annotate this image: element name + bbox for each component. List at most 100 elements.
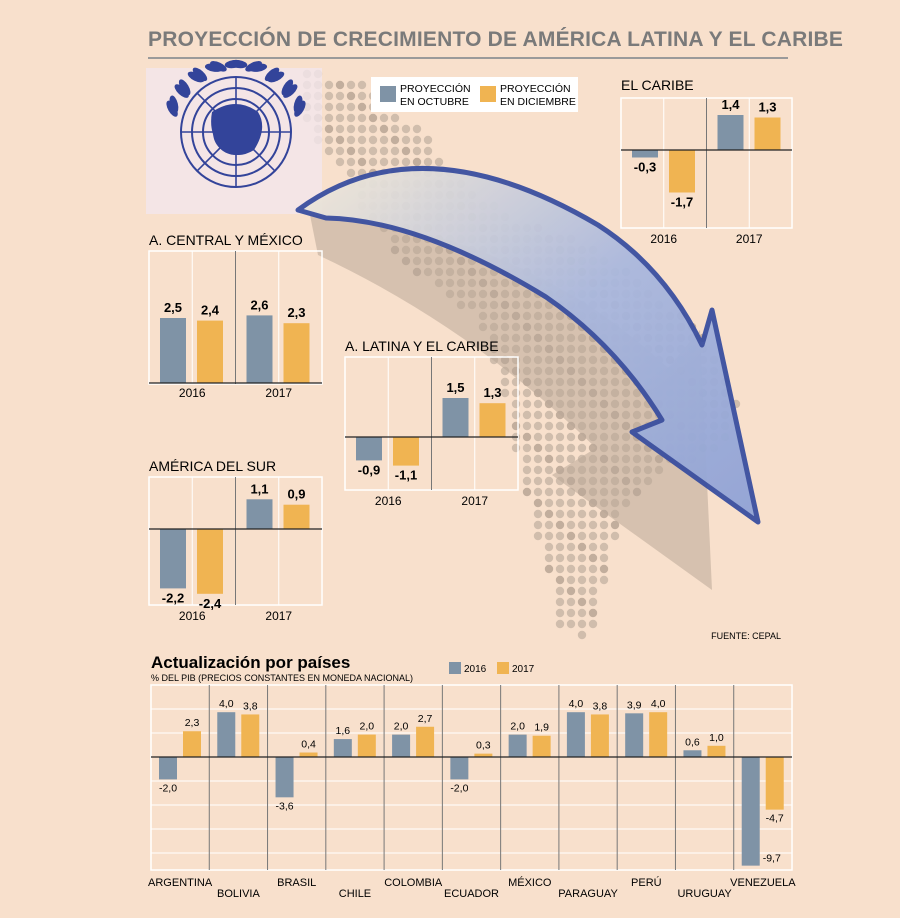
country-chart: Actualización por países% DEL PIB (PRECI… [148,653,796,900]
data-label: 2,7 [418,713,433,725]
region-chart: A. LATINA Y EL CARIBE -0,9 -1,1 2016 1,5 1,3 2… [344,338,519,508]
bar [197,320,223,383]
region-chart: EL CARIBE -0,3 -1,7 2016 1,4 1,3 2017 [620,77,793,246]
bar [590,714,609,757]
bar [416,726,435,757]
bar [392,734,411,757]
bar [283,323,310,383]
bar [197,529,223,594]
legend-swatch-diciembre [480,86,496,102]
legend-swatch-2017 [497,662,509,674]
data-label: -2,0 [159,782,177,794]
x-tick-label: 2017 [265,386,292,400]
bar [717,115,744,150]
data-label: -0,9 [358,462,380,477]
data-label: 2,6 [250,297,268,312]
source-note: FUENTE: CEPAL [711,631,781,641]
data-label: 4,0 [651,698,666,710]
data-label: -2,2 [162,590,184,605]
data-label: 1,6 [336,725,351,737]
data-label: -0,3 [634,160,656,175]
data-label: 4,0 [219,698,234,710]
bar [246,315,273,383]
bar [508,734,527,757]
bar [754,117,781,150]
data-label: 1,1 [250,481,268,496]
bar [741,757,760,866]
region-chart-title: EL CARIBE [621,77,694,93]
x-tick-label: 2016 [179,386,206,400]
bar [275,757,294,798]
x-tick-label: ECUADOR [444,888,499,900]
legend-label-diciembre: EN DICIEMBRE [500,96,576,108]
data-label: 2,4 [201,303,220,318]
un-emblem-icon [146,59,322,214]
bar [450,757,469,780]
region-chart-title: AMÉRICA DEL SUR [149,458,276,474]
arrow-icon [295,165,761,590]
data-label: -2,4 [199,596,222,611]
bar [241,714,260,757]
legend-swatch-2016 [449,662,461,674]
bar [217,712,236,757]
data-label: 1,3 [483,385,501,400]
bar [159,757,177,780]
legend-label-octubre: EN OCTUBRE [400,96,469,108]
title-rule [148,57,788,59]
data-label: -3,6 [275,800,293,812]
x-tick-label: COLOMBIA [384,877,443,889]
data-label: 3,8 [243,700,258,712]
bar [632,150,658,158]
bar [669,150,695,193]
x-tick-label: BOLIVIA [217,888,260,900]
data-label: 0,6 [685,736,700,748]
bar [442,398,469,437]
data-label: -1,7 [671,195,693,210]
legend-label-2016: 2016 [464,664,487,675]
bar [625,713,644,757]
data-label: -1,1 [395,468,417,483]
x-tick-label: URUGUAY [677,888,732,900]
data-label: 2,3 [185,717,200,729]
data-label: 2,5 [164,300,182,315]
country-chart-title: Actualización por países [151,653,350,672]
bar [299,752,318,757]
bar [479,403,506,437]
data-label: 4,0 [569,698,584,710]
x-tick-label: ARGENTINA [148,877,213,889]
bar [160,318,186,383]
legend-swatch-octubre [380,86,396,102]
data-label: 3,8 [593,700,608,712]
bar [649,712,668,757]
x-tick-label: 2016 [650,232,677,246]
data-label: 1,9 [534,722,549,734]
x-tick-label: VENEZUELA [730,877,796,889]
page-title: PROYECCIÓN DE CRECIMIENTO DE AMÉRICA LAT… [148,28,844,51]
bar [474,753,493,757]
data-label: 0,3 [476,740,491,752]
x-tick-label: 2016 [179,609,206,623]
x-tick-label: MÉXICO [508,876,552,889]
x-tick-label: 2017 [461,494,488,508]
bar [246,499,273,529]
data-label: 2,0 [510,721,525,733]
bar [283,504,310,529]
bar [356,437,382,461]
x-tick-label: 2017 [736,232,763,246]
region-chart: A. CENTRAL Y MÉXICO 2,5 2,4 2016 2,6 2,3 2017 [148,232,323,400]
data-label: 2,3 [287,305,305,320]
data-label: 3,9 [627,699,642,711]
data-label: 1,4 [721,97,740,112]
data-label: 2,0 [394,721,409,733]
x-tick-label: 2017 [265,609,292,623]
bar [532,735,551,757]
data-label: -4,7 [766,813,784,825]
data-label: -2,0 [450,782,468,794]
bar [707,745,726,757]
data-label: 1,0 [709,732,724,744]
data-label: -9,7 [763,853,781,865]
data-label: 0,4 [301,739,316,751]
data-label: 0,9 [287,487,305,502]
